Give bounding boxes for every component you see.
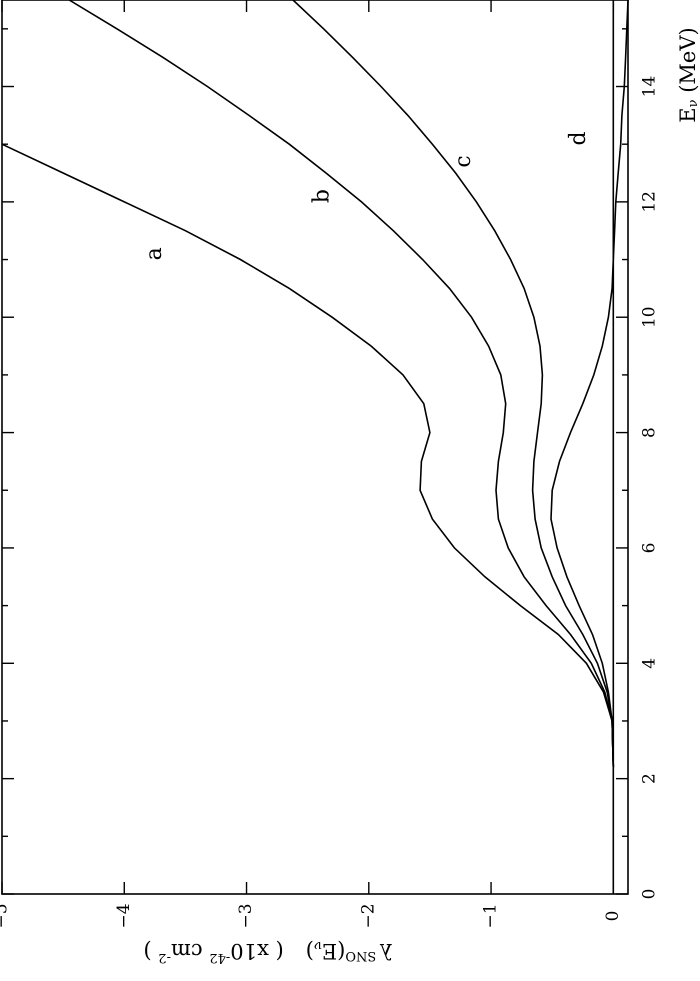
curve-label-c: c bbox=[451, 155, 476, 167]
curve-b bbox=[68, 0, 615, 768]
curve-a bbox=[1, 143, 615, 768]
y-axis-label-sub: SNO bbox=[345, 949, 376, 964]
y-tick-label: −2 bbox=[358, 903, 378, 928]
y-tick-label: 0 bbox=[603, 911, 623, 922]
y-tick-label: −1 bbox=[481, 903, 501, 928]
y-axis-label-units-mid: cm bbox=[171, 940, 209, 964]
x-tick-label: 12 bbox=[640, 191, 660, 213]
plot-frame bbox=[1, 0, 629, 895]
x-tick-label: 6 bbox=[640, 543, 660, 554]
y-axis-label: λSNO(Eν) ( x10-42 cm-2 ) bbox=[143, 939, 392, 966]
curve-c bbox=[292, 0, 615, 768]
y-axis-label-units-open: ( x10 bbox=[230, 940, 283, 964]
x-tick-label: 2 bbox=[640, 773, 660, 784]
x-axis-label-main: E bbox=[676, 107, 700, 122]
series-curves bbox=[1, 0, 629, 894]
x-axis-label: Eν (MeV) bbox=[676, 27, 700, 122]
svg-text:λSNO(Eν)( x10-42 cm-2 ): λSNO(Eν) ( x10-42 cm-2 ) bbox=[143, 939, 392, 966]
x-tick-label: 14 bbox=[640, 76, 660, 98]
y-axis-label-units-exp2: -2 bbox=[158, 951, 171, 966]
y-axis-label-units-close: ) bbox=[143, 940, 158, 964]
curve-label-b: b bbox=[309, 189, 334, 203]
y-axis-label-units-exp: -42 bbox=[209, 951, 230, 966]
x-tick-label: 0 bbox=[640, 889, 660, 900]
x-axis-label-sub: ν bbox=[686, 99, 700, 107]
x-tick-label: 8 bbox=[640, 427, 660, 438]
axis-tick-labels: 0 2 4 6 8 10 12 14 0 −1 −2 −3 −4 −5 bbox=[0, 76, 660, 929]
curve-labels: a b c d bbox=[142, 131, 591, 260]
x-tick-label: 4 bbox=[640, 658, 660, 669]
axis-ticks bbox=[1, 0, 628, 895]
y-tick-label: −4 bbox=[114, 903, 134, 928]
svg-text:Eν (MeV): Eν (MeV) bbox=[676, 27, 700, 122]
curve-label-d: d bbox=[566, 131, 591, 145]
y-axis-label-arg-sub: ν bbox=[314, 939, 322, 954]
y-axis-label-arg-close: ) bbox=[306, 940, 314, 964]
curve-label-a: a bbox=[142, 247, 167, 260]
y-tick-label: −5 bbox=[0, 903, 12, 928]
curve-d bbox=[550, 0, 629, 768]
y-axis-label-arg: (E bbox=[322, 940, 346, 964]
y-axis-label-lambda: λ bbox=[379, 940, 392, 964]
x-axis-label-unit: (MeV) bbox=[676, 27, 700, 99]
y-tick-label: −3 bbox=[236, 903, 256, 928]
x-tick-label: 10 bbox=[640, 306, 660, 328]
